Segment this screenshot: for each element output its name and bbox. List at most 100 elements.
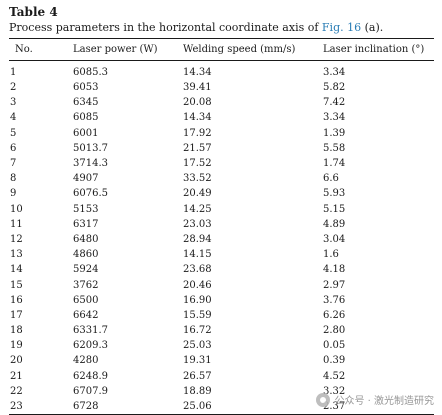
cell-laser-power: 6209.3 <box>73 340 108 352</box>
cell-laser-inclination: 0.39 <box>323 355 346 367</box>
cell-laser-power: 6317 <box>73 218 99 230</box>
cell-welding-speed: 14.34 <box>183 112 212 124</box>
cell-no: 3 <box>10 97 17 109</box>
cell-laser-power: 5013.7 <box>73 142 108 154</box>
cell-laser-power: 5924 <box>73 264 99 276</box>
cell-laser-inclination: 5.15 <box>323 203 346 215</box>
cell-no: 16 <box>10 294 23 306</box>
cell-laser-power: 6085.3 <box>73 66 108 78</box>
cell-welding-speed: 26.57 <box>183 370 212 382</box>
table-caption: Process parameters in the horizontal coo… <box>9 20 434 36</box>
cell-welding-speed: 39.41 <box>183 82 212 94</box>
cell-laser-inclination: 6.26 <box>323 309 346 321</box>
cell-laser-power: 6707.9 <box>73 385 108 397</box>
cell-laser-power: 3714.3 <box>73 158 108 170</box>
cell-laser-inclination: 3.76 <box>323 294 346 306</box>
cell-laser-inclination: 5.93 <box>323 188 346 200</box>
column-header-welding-speed: Welding speed (mm/s) <box>183 38 323 61</box>
cell-laser-power: 3762 <box>73 279 99 291</box>
cell-welding-speed: 17.52 <box>183 158 212 170</box>
cell-laser-inclination: 7.42 <box>323 97 346 109</box>
cell-no: 7 <box>10 158 17 170</box>
cell-welding-speed: 23.03 <box>183 218 212 230</box>
cell-laser-power: 6076.5 <box>73 188 108 200</box>
cell-laser-inclination: 1.39 <box>323 127 346 139</box>
table-row: 10 5153 14.25 5.15 <box>9 202 434 217</box>
cell-welding-speed: 16.72 <box>183 325 212 337</box>
column-header-laser-inclination: Laser inclination (°) <box>323 38 434 61</box>
cell-laser-power: 6728 <box>73 398 183 415</box>
cell-laser-power: 6001 <box>73 127 99 139</box>
cell-welding-speed: 21.57 <box>183 142 212 154</box>
cell-laser-inclination: 4.52 <box>323 370 346 382</box>
cell-welding-speed: 25.03 <box>183 340 212 352</box>
caption-text: Process parameters in the horizontal coo… <box>9 21 322 34</box>
wechat-logo-icon <box>316 392 331 407</box>
cell-no: 21 <box>10 370 23 382</box>
table-figure: Table 4 Process parameters in the horizo… <box>9 4 434 415</box>
cell-laser-power: 6248.9 <box>73 370 108 382</box>
table-row: 23 6728 25.06 2.37 <box>9 398 434 415</box>
table-row: 11 6317 23.03 4.89 <box>9 217 434 232</box>
cell-laser-inclination: 5.58 <box>323 142 346 154</box>
cell-laser-power: 6053 <box>73 82 99 94</box>
watermark: 公众号 · 激光制造研究 <box>316 392 434 407</box>
cell-laser-inclination: 1.6 <box>323 249 339 261</box>
table-body: 1 6085.3 14.34 3.34 2 6053 39.41 5.82 3 6345 20.08… <box>9 61 434 415</box>
cell-welding-speed: 33.52 <box>183 173 212 185</box>
table-row: 13 4860 14.15 1.6 <box>9 247 434 262</box>
cell-no: 2 <box>10 82 17 94</box>
cell-no: 18 <box>10 325 23 337</box>
cell-no: 5 <box>10 127 17 139</box>
table-label: Table 4 <box>9 5 58 19</box>
cell-welding-speed: 15.59 <box>183 309 212 321</box>
cell-laser-power: 4907 <box>73 173 99 185</box>
cell-no: 12 <box>10 233 23 245</box>
table-row: 1 6085.3 14.34 3.34 <box>9 61 434 81</box>
cell-laser-inclination: 3.04 <box>323 233 346 245</box>
figure-reference-link[interactable]: Fig. 16 <box>321 21 362 34</box>
cell-laser-inclination: 2.80 <box>323 325 346 337</box>
table-row: 8 4907 33.52 6.6 <box>9 171 434 186</box>
table-row: 16 6500 16.90 3.76 <box>9 293 434 308</box>
table-header-row: No. Laser power (W) Welding speed (mm/s)… <box>9 38 434 61</box>
cell-welding-speed: 25.06 <box>183 398 323 415</box>
caption-suffix: (a). <box>361 21 384 34</box>
cell-no: 11 <box>10 218 23 230</box>
table-row: 9 6076.5 20.49 5.93 <box>9 186 434 201</box>
cell-welding-speed: 14.25 <box>183 203 212 215</box>
cell-laser-power: 6085 <box>73 112 99 124</box>
table-row: 4 6085 14.34 3.34 <box>9 110 434 125</box>
table-row: 18 6331.7 16.72 2.80 <box>9 323 434 338</box>
table-row: 20 4280 19.31 0.39 <box>9 353 434 368</box>
table-row: 2 6053 39.41 5.82 <box>9 80 434 95</box>
cell-laser-inclination: 4.18 <box>323 264 346 276</box>
cell-welding-speed: 16.90 <box>183 294 212 306</box>
cell-welding-speed: 17.92 <box>183 127 212 139</box>
cell-welding-speed: 20.08 <box>183 97 212 109</box>
cell-welding-speed: 19.31 <box>183 355 212 367</box>
cell-no: 9 <box>10 188 17 200</box>
cell-no: 17 <box>10 309 23 321</box>
cell-laser-inclination: 5.82 <box>323 82 346 94</box>
parameters-table: No. Laser power (W) Welding speed (mm/s)… <box>9 38 434 415</box>
cell-no: 10 <box>10 203 23 215</box>
table-row: 7 3714.3 17.52 1.74 <box>9 156 434 171</box>
cell-welding-speed: 14.34 <box>183 66 212 78</box>
table-row: 15 3762 20.46 2.97 <box>9 277 434 292</box>
table-row: 22 6707.9 18.89 3.32 <box>9 384 434 399</box>
cell-no: 19 <box>10 340 23 352</box>
table-row: 19 6209.3 25.03 0.05 <box>9 338 434 353</box>
cell-no: 1 <box>10 66 17 78</box>
table-row: 5 6001 17.92 1.39 <box>9 126 434 141</box>
cell-laser-inclination: 3.34 <box>323 112 346 124</box>
cell-welding-speed: 20.49 <box>183 188 212 200</box>
cell-no: 14 <box>10 264 23 276</box>
cell-no: 13 <box>10 249 23 261</box>
cell-welding-speed: 20.46 <box>183 279 212 291</box>
table-row: 12 6480 28.94 3.04 <box>9 232 434 247</box>
cell-laser-power: 4280 <box>73 355 99 367</box>
column-header-laser-power: Laser power (W) <box>73 38 183 61</box>
cell-no: 15 <box>10 279 23 291</box>
cell-welding-speed: 18.89 <box>183 385 212 397</box>
